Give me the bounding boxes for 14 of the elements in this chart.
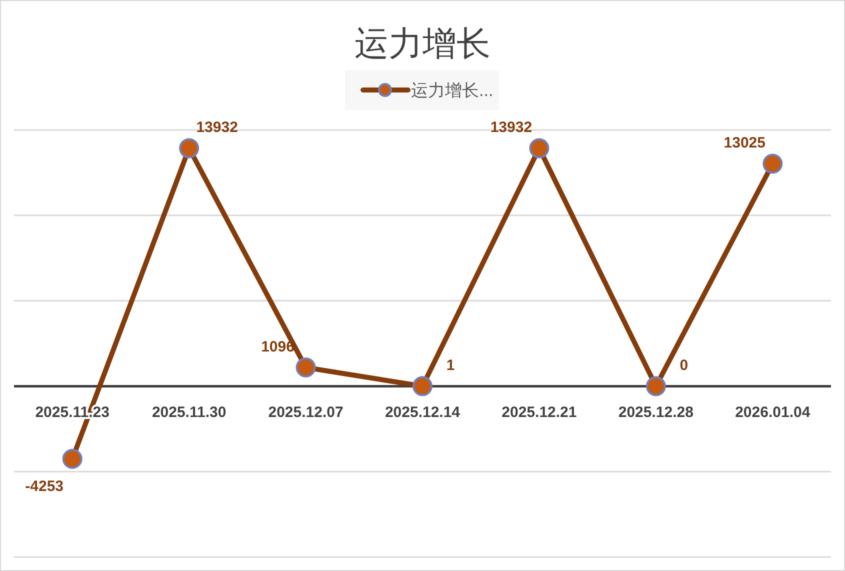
- x-tick-label: 2026.01.04: [735, 404, 811, 422]
- x-tick-label: 2025.12.28: [618, 404, 694, 422]
- x-tick-label: 2025.12.07: [268, 404, 344, 422]
- data-label: 13932: [196, 119, 238, 136]
- x-tick-label: 2025.11.30: [152, 404, 226, 422]
- data-label: 0: [680, 357, 688, 374]
- data-label: 1: [446, 357, 455, 374]
- data-label: -4253: [25, 478, 64, 495]
- data-label: 13025: [724, 134, 766, 152]
- x-tick-label: 2025.12.21: [502, 404, 577, 422]
- x-tick-label: 2025.12.14: [384, 404, 461, 422]
- legend-label: 运力增长...: [411, 81, 494, 100]
- data-label: 13932: [490, 119, 532, 136]
- chart-title: 运力增长: [354, 25, 490, 63]
